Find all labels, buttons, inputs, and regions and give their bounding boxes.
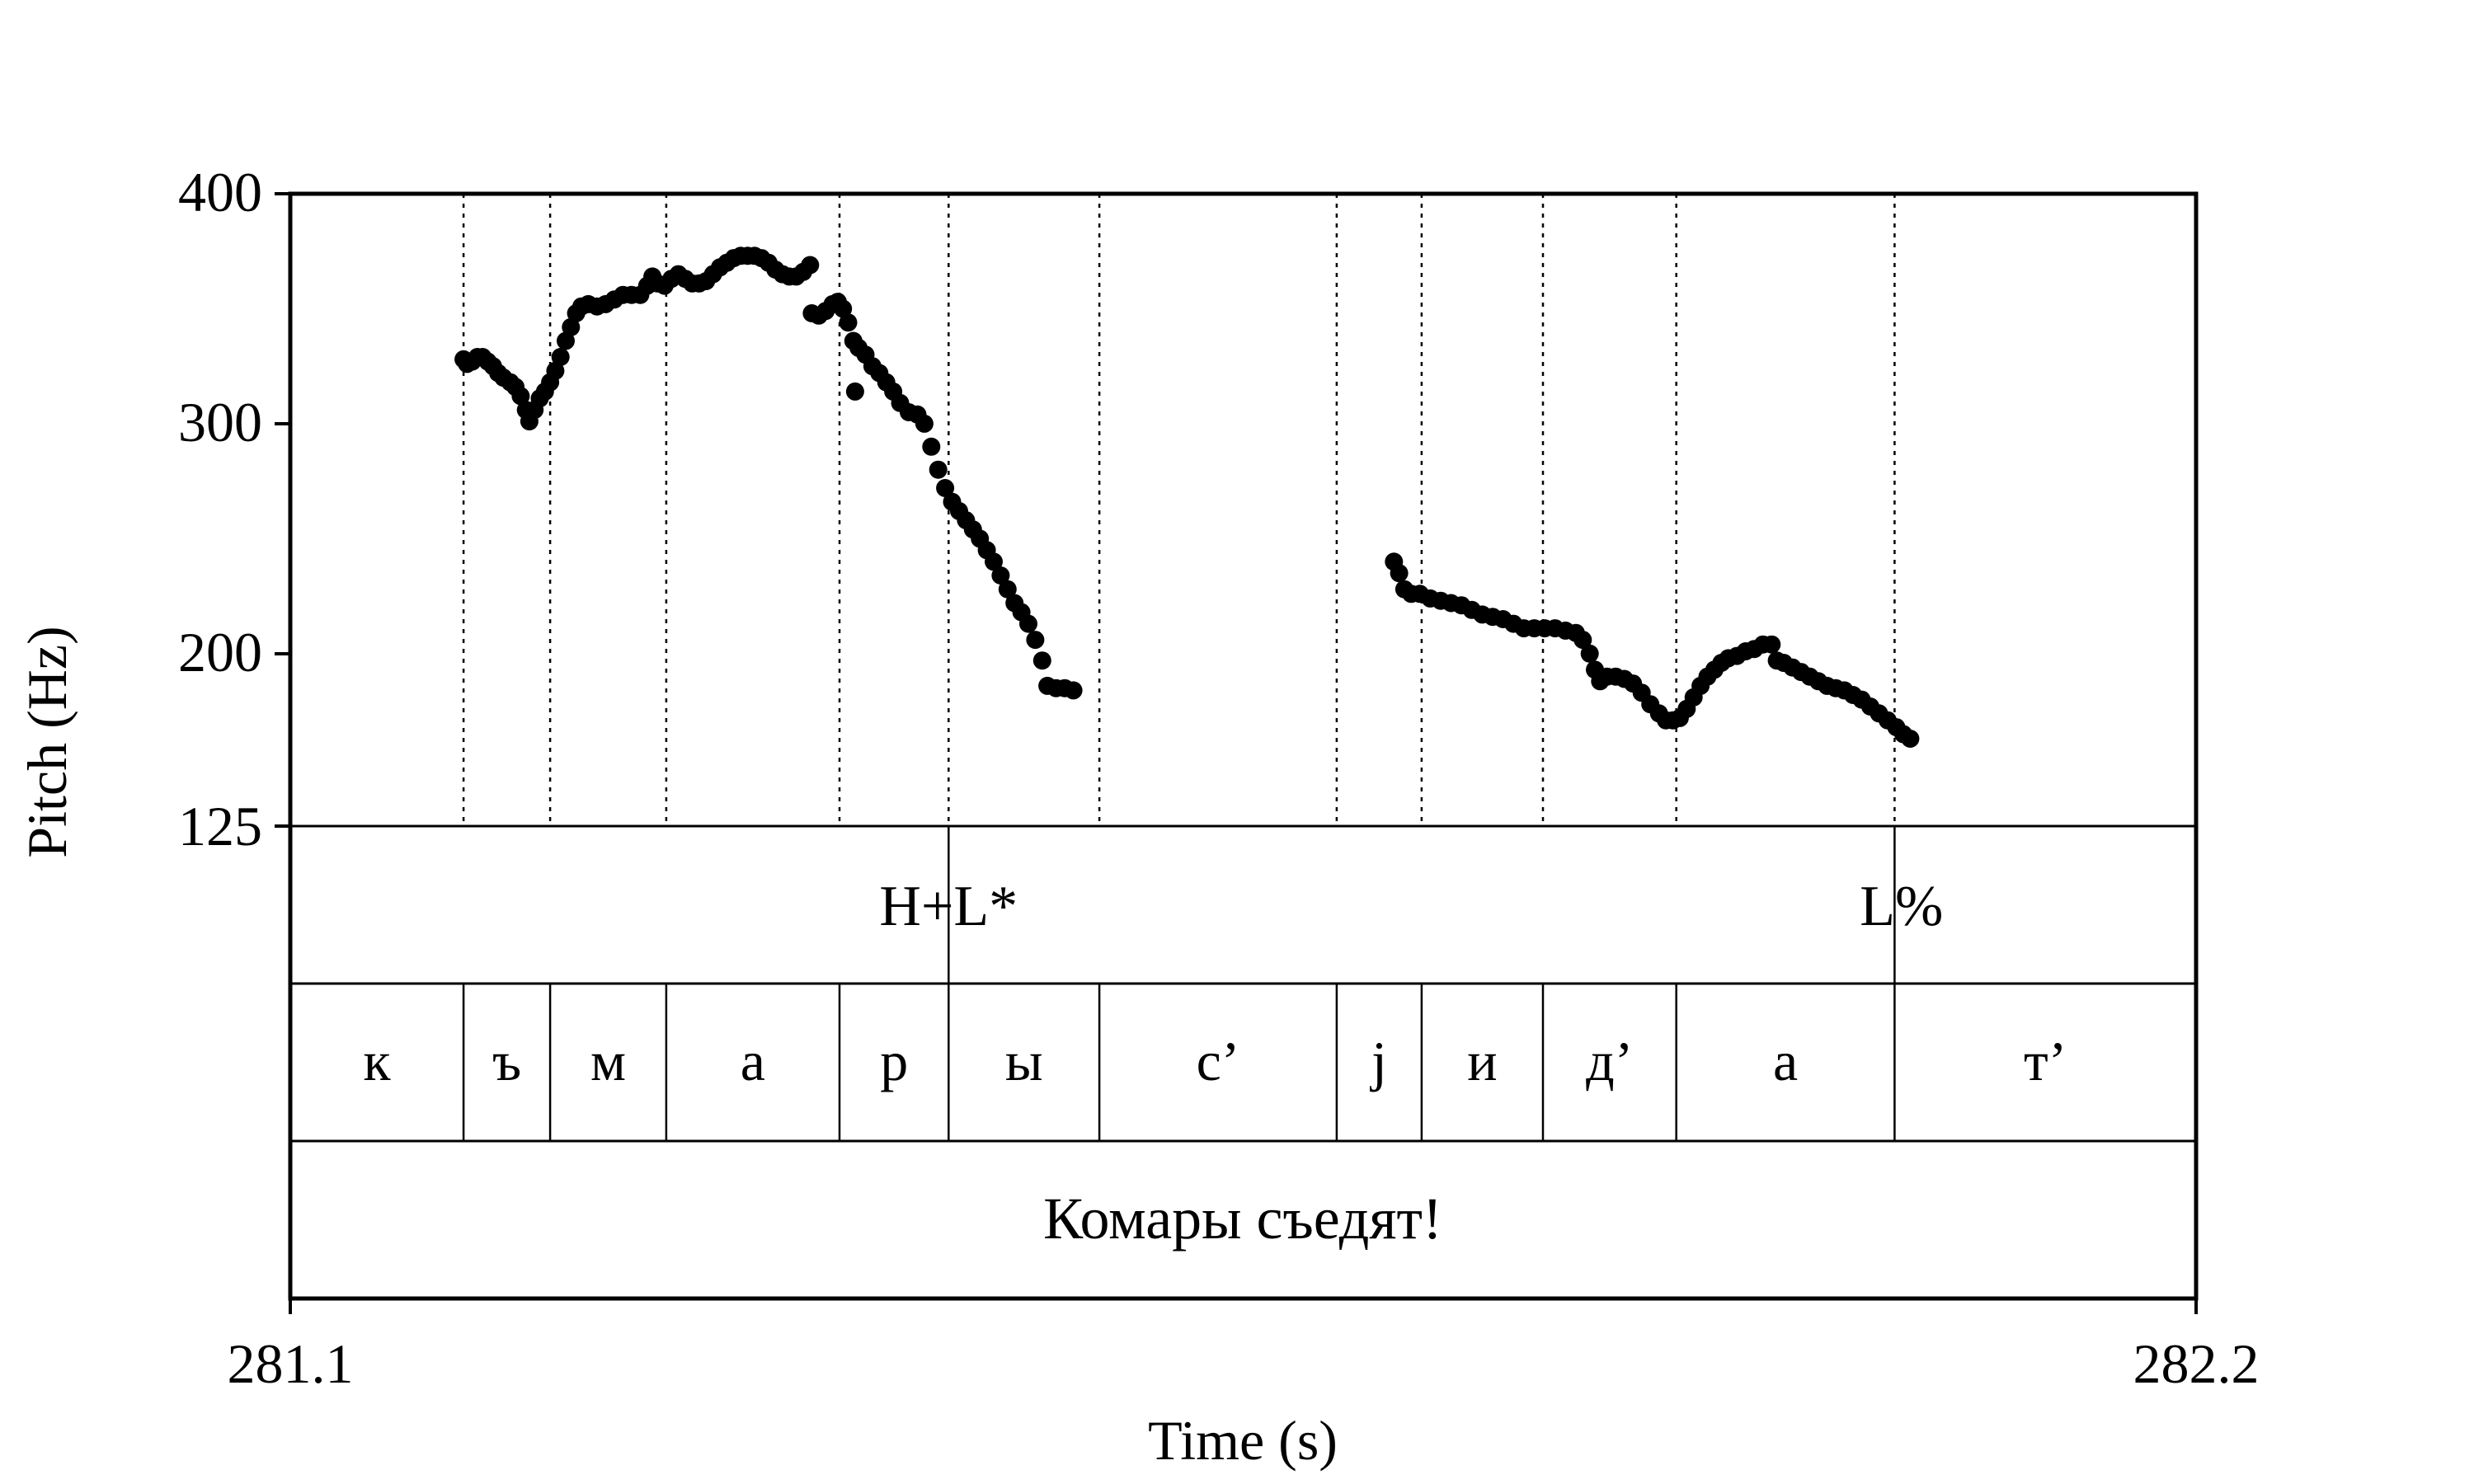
pitch-point (845, 382, 864, 401)
tone-marks (948, 826, 1896, 984)
pitch-point (801, 256, 820, 275)
pitch-points (454, 247, 1920, 748)
pitch-point (1032, 651, 1051, 670)
segment-boundaries (462, 984, 1896, 1141)
y-tick-label-400: 400 (178, 161, 262, 223)
pitch-point (915, 414, 934, 433)
pitch-point (1019, 614, 1037, 633)
pitch-point (834, 299, 853, 318)
segment-label: j (1370, 1030, 1387, 1092)
y-tick-labels: 400 300 200 125 (178, 161, 262, 857)
segment-label: и (1467, 1030, 1497, 1092)
segment-label: а (1773, 1030, 1798, 1092)
pitch-point (1573, 631, 1592, 650)
segment-label: р (880, 1030, 908, 1092)
y-tick-marks (275, 192, 290, 828)
pitch-point (1026, 631, 1045, 650)
segment-tier: к ъ м а р ы с’ j и д’ а т’ (363, 1030, 2067, 1092)
pitch-point (557, 331, 575, 350)
segment-label: к (363, 1030, 391, 1092)
x-tick-label-end: 282.2 (2133, 1332, 2260, 1395)
pitch-point (936, 479, 955, 497)
tone-tier: H+L* L% (879, 875, 1943, 938)
tone-label: H+L* (879, 875, 1018, 938)
pitch-point (1580, 644, 1599, 663)
plot-frame (288, 191, 2199, 1301)
segment-label: ъ (492, 1030, 521, 1092)
segment-label: д’ (1586, 1030, 1633, 1092)
x-tick-label-start: 281.1 (228, 1332, 354, 1395)
segment-label: м (590, 1030, 626, 1092)
pitch-point (562, 317, 581, 336)
pitch-point (1064, 681, 1083, 700)
y-tick-label-200: 200 (178, 621, 262, 683)
pitch-point (1390, 564, 1409, 583)
pitch-point (546, 361, 565, 380)
pitch-point (991, 566, 1010, 585)
segment-label: т’ (2024, 1030, 2067, 1092)
x-axis-title: Time (s) (1148, 1409, 1338, 1472)
pitch-point (839, 313, 858, 332)
pitch-point (985, 552, 1003, 571)
y-tick-label-125: 125 (178, 795, 262, 857)
segment-label: а (741, 1030, 765, 1092)
pitch-point (1901, 730, 1920, 748)
pitch-point (1762, 635, 1781, 654)
pitch-point (929, 460, 948, 479)
y-tick-label-300: 300 (178, 391, 262, 453)
y-axis-title: Pitch (Hz) (16, 626, 78, 857)
segment-label: ы (1005, 1030, 1043, 1092)
pitch-point (922, 437, 941, 456)
pitch-point (551, 348, 570, 366)
pitch-point (511, 387, 530, 406)
segment-label: с’ (1197, 1030, 1240, 1092)
sentence-label: Комары съедят! (1043, 1186, 1442, 1252)
pitch-boundary-lines (462, 194, 1896, 826)
tone-label: L% (1860, 875, 1943, 938)
pitch-point (998, 580, 1017, 599)
